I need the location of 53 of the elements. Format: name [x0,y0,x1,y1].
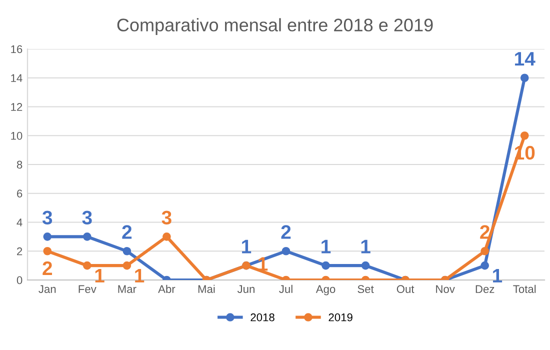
legend-label: 2019 [328,313,352,322]
point [43,232,52,241]
data-label: 2 [42,261,52,275]
x-tick-label: Mar [118,285,136,294]
data-label: 14 [515,52,536,66]
point [480,246,490,256]
y-tick-label: 0 [16,276,22,284]
data-label: 2 [122,225,132,239]
point [322,261,330,270]
data-label: 1 [95,269,104,282]
y-tick-label: 12 [11,103,22,111]
data-label: 2 [480,225,490,239]
y-tick-label: 14 [11,74,22,82]
point [122,246,132,256]
point [361,261,370,270]
y-tick-label: 6 [17,190,22,198]
x-tick-label: Set [358,285,374,294]
point [162,232,171,241]
point [82,261,92,270]
point [520,131,529,140]
data-label: 3 [82,210,92,225]
legend-label: 2018 [250,313,274,322]
point [43,246,52,256]
y-tick-label: 8 [16,160,22,169]
point [480,261,490,270]
x-tick-label: Jul [279,284,292,294]
data-label: 3 [162,210,172,225]
point [82,232,92,241]
x-tick-label: Fev [78,285,96,294]
x-tick-label: Jun [237,285,254,294]
point [282,246,290,256]
x-tick-label: Out [396,285,414,294]
data-label: 3 [42,210,52,225]
point [122,261,132,270]
x-tick-label: Dez [476,285,494,294]
data-label: 1 [493,269,502,282]
x-tick-label: Total [513,284,536,294]
data-label: 1 [135,269,144,282]
data-label: 1 [361,240,370,254]
x-tick-label: Ago [316,285,336,296]
point [520,74,529,82]
chart-title: Comparativo mensal entre 2018 e 2019 [117,18,433,35]
data-label: 1 [322,240,331,254]
x-tick-label: Jan [38,285,56,294]
x-tick-label: Abr [158,284,176,294]
x-tick-label: Nov [436,285,455,294]
y-tick-label: 4 [16,218,22,226]
data-label: 1 [242,240,252,254]
y-tick-label: 10 [11,132,22,140]
y-tick-label: 16 [11,45,22,54]
x-tick-label: Mai [198,284,215,294]
y-tick-label: 2 [17,247,22,256]
data-label: 2 [281,225,291,239]
